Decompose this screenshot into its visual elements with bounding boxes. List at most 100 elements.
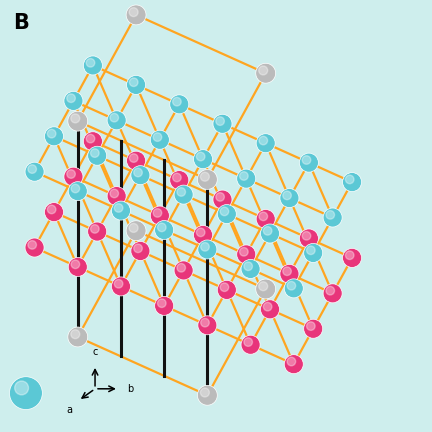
Circle shape xyxy=(343,173,362,192)
Text: a: a xyxy=(67,405,73,415)
Circle shape xyxy=(134,244,142,253)
Circle shape xyxy=(44,203,64,222)
Circle shape xyxy=(256,279,276,299)
Circle shape xyxy=(170,95,189,114)
Circle shape xyxy=(71,184,79,193)
Circle shape xyxy=(307,322,315,330)
Circle shape xyxy=(158,223,166,232)
Circle shape xyxy=(129,223,138,232)
Circle shape xyxy=(110,189,118,198)
Circle shape xyxy=(174,261,193,280)
Circle shape xyxy=(240,172,248,180)
Circle shape xyxy=(129,8,138,16)
Circle shape xyxy=(114,203,123,212)
Circle shape xyxy=(213,190,232,209)
Circle shape xyxy=(150,130,169,149)
Circle shape xyxy=(283,267,291,276)
Circle shape xyxy=(284,355,303,374)
Circle shape xyxy=(220,283,229,292)
Circle shape xyxy=(83,56,102,75)
Circle shape xyxy=(130,78,138,86)
Circle shape xyxy=(170,171,189,190)
Circle shape xyxy=(260,300,280,319)
Circle shape xyxy=(256,134,275,153)
Circle shape xyxy=(216,117,224,125)
Circle shape xyxy=(68,111,88,131)
Circle shape xyxy=(323,284,342,303)
Circle shape xyxy=(130,154,138,162)
Circle shape xyxy=(153,133,162,141)
Circle shape xyxy=(197,152,205,161)
Circle shape xyxy=(307,246,315,254)
Circle shape xyxy=(10,377,42,410)
Circle shape xyxy=(25,162,44,181)
Circle shape xyxy=(111,277,130,296)
Circle shape xyxy=(15,381,29,395)
Circle shape xyxy=(155,296,174,315)
Text: c: c xyxy=(92,347,98,357)
Circle shape xyxy=(302,232,311,240)
Circle shape xyxy=(201,242,209,251)
Circle shape xyxy=(194,149,213,168)
Circle shape xyxy=(260,224,280,243)
Circle shape xyxy=(177,187,185,196)
Circle shape xyxy=(71,330,80,339)
Circle shape xyxy=(71,114,80,123)
Circle shape xyxy=(86,58,95,67)
Circle shape xyxy=(326,210,334,219)
Circle shape xyxy=(126,221,146,241)
Circle shape xyxy=(173,173,181,182)
Circle shape xyxy=(68,327,88,347)
Circle shape xyxy=(127,151,146,170)
Circle shape xyxy=(111,201,130,220)
Circle shape xyxy=(256,64,276,83)
Circle shape xyxy=(323,208,342,227)
Circle shape xyxy=(48,129,56,138)
Circle shape xyxy=(237,169,256,188)
Circle shape xyxy=(198,316,217,335)
Circle shape xyxy=(28,165,36,173)
Circle shape xyxy=(213,114,232,133)
Circle shape xyxy=(299,153,318,172)
Circle shape xyxy=(88,146,107,165)
Circle shape xyxy=(25,238,44,257)
Circle shape xyxy=(153,209,162,217)
Circle shape xyxy=(127,75,146,95)
Circle shape xyxy=(259,212,267,221)
Circle shape xyxy=(91,225,99,233)
Circle shape xyxy=(259,66,268,75)
Circle shape xyxy=(158,299,166,308)
Circle shape xyxy=(48,205,56,214)
Circle shape xyxy=(280,189,299,208)
Circle shape xyxy=(200,172,210,181)
Circle shape xyxy=(134,168,142,177)
Circle shape xyxy=(326,286,334,295)
Circle shape xyxy=(198,240,217,259)
Circle shape xyxy=(241,259,260,278)
Circle shape xyxy=(67,170,75,178)
Circle shape xyxy=(86,134,95,143)
Circle shape xyxy=(283,191,291,200)
Circle shape xyxy=(197,170,217,190)
Circle shape xyxy=(131,241,150,260)
Circle shape xyxy=(346,175,354,184)
Circle shape xyxy=(28,241,36,249)
Circle shape xyxy=(107,111,126,130)
Circle shape xyxy=(237,245,256,264)
Circle shape xyxy=(217,280,236,299)
Circle shape xyxy=(67,94,75,102)
Circle shape xyxy=(110,113,118,122)
Circle shape xyxy=(91,149,99,157)
Circle shape xyxy=(346,251,354,260)
Circle shape xyxy=(68,257,87,276)
Circle shape xyxy=(155,220,174,239)
Circle shape xyxy=(68,181,87,200)
Text: b: b xyxy=(127,384,133,394)
Circle shape xyxy=(343,248,362,267)
Circle shape xyxy=(201,318,209,327)
Circle shape xyxy=(304,243,323,262)
Circle shape xyxy=(71,260,79,269)
Circle shape xyxy=(240,248,248,256)
Circle shape xyxy=(244,262,252,270)
Circle shape xyxy=(83,132,102,151)
